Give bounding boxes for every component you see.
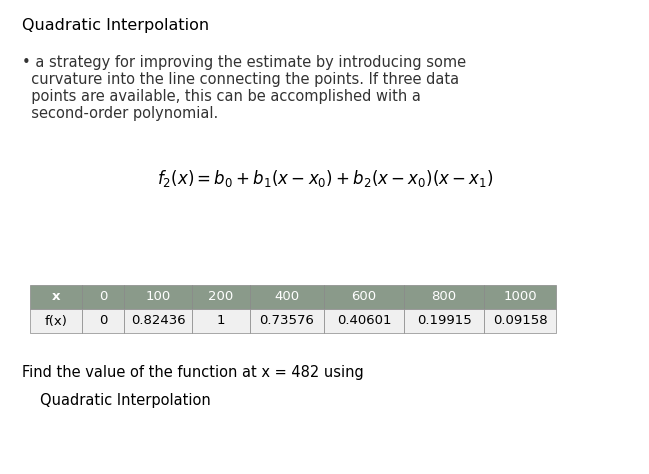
Text: 200: 200 bbox=[208, 291, 234, 303]
Bar bbox=[484, 309, 556, 333]
Text: 0.40601: 0.40601 bbox=[337, 315, 391, 328]
Bar bbox=[324, 285, 404, 309]
Text: 1000: 1000 bbox=[503, 291, 537, 303]
Bar bbox=[30, 285, 82, 309]
Text: 400: 400 bbox=[275, 291, 300, 303]
Text: 800: 800 bbox=[432, 291, 456, 303]
Text: 0.82436: 0.82436 bbox=[130, 315, 186, 328]
Text: 1: 1 bbox=[217, 315, 225, 328]
Text: Quadratic Interpolation: Quadratic Interpolation bbox=[40, 393, 211, 408]
Text: 0.19915: 0.19915 bbox=[417, 315, 471, 328]
Bar bbox=[192, 309, 250, 333]
Bar bbox=[30, 309, 82, 333]
Text: x: x bbox=[52, 291, 60, 303]
Text: 100: 100 bbox=[145, 291, 171, 303]
Text: Quadratic Interpolation: Quadratic Interpolation bbox=[22, 18, 209, 33]
Text: 0.73576: 0.73576 bbox=[260, 315, 314, 328]
Text: points are available, this can be accomplished with a: points are available, this can be accomp… bbox=[22, 89, 421, 104]
Bar bbox=[82, 285, 124, 309]
Bar bbox=[124, 285, 192, 309]
Bar bbox=[484, 285, 556, 309]
Text: second-order polynomial.: second-order polynomial. bbox=[22, 106, 218, 121]
Text: f(x): f(x) bbox=[45, 315, 67, 328]
Bar bbox=[250, 285, 324, 309]
Bar bbox=[404, 309, 484, 333]
Text: 600: 600 bbox=[352, 291, 376, 303]
Text: 0: 0 bbox=[99, 291, 107, 303]
Text: 0: 0 bbox=[99, 315, 107, 328]
Bar bbox=[324, 309, 404, 333]
Text: curvature into the line connecting the points. If three data: curvature into the line connecting the p… bbox=[22, 72, 459, 87]
Bar bbox=[124, 309, 192, 333]
Text: 0.09158: 0.09158 bbox=[493, 315, 547, 328]
Text: • a strategy for improving the estimate by introducing some: • a strategy for improving the estimate … bbox=[22, 55, 466, 70]
Bar bbox=[192, 285, 250, 309]
Bar bbox=[250, 309, 324, 333]
Text: $f_2(x) = b_0 + b_1(x - x_0) + b_2(x - x_0)(x - x_1)$: $f_2(x) = b_0 + b_1(x - x_0) + b_2(x - x… bbox=[156, 168, 493, 189]
Bar bbox=[404, 285, 484, 309]
Text: Find the value of the function at x = 482 using: Find the value of the function at x = 48… bbox=[22, 365, 363, 380]
Bar bbox=[82, 309, 124, 333]
